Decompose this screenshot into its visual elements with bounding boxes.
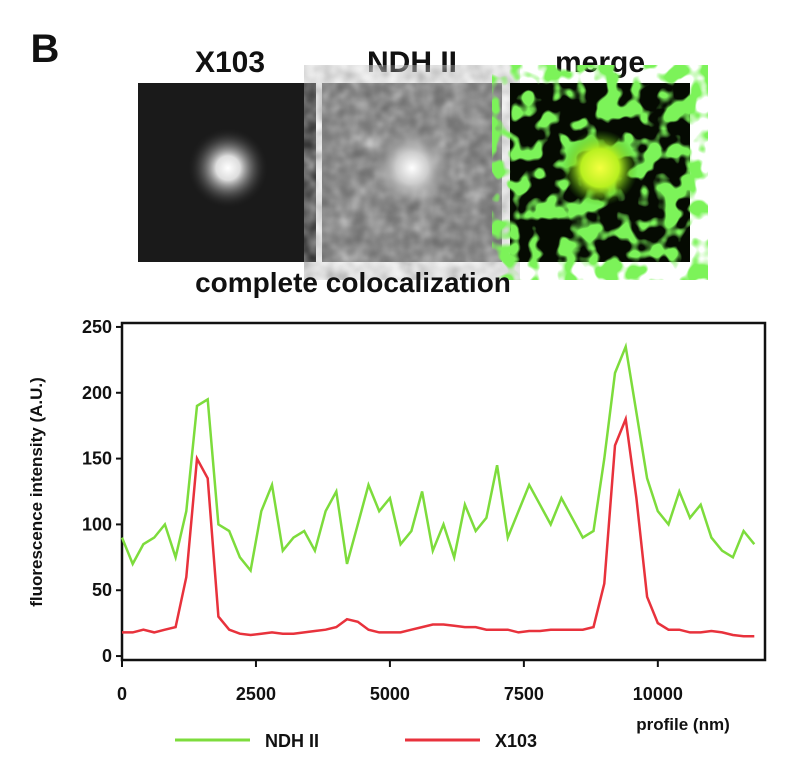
series-line xyxy=(120,342,756,574)
x-axis-label: profile (nm) xyxy=(636,715,730,734)
image-label: NDH II xyxy=(367,46,457,79)
x-tick-label: 0 xyxy=(117,684,127,704)
legend: NDH II X103 xyxy=(175,731,537,751)
panel-label: B xyxy=(31,27,60,71)
y-tick-label: 50 xyxy=(92,580,112,600)
y-tick-label: 150 xyxy=(82,449,112,469)
legend-label: X103 xyxy=(495,731,537,751)
legend-label: NDH II xyxy=(265,731,319,751)
x-tick-label: 5000 xyxy=(370,684,410,704)
image-label: X103 xyxy=(195,46,265,79)
y-tick-label: 200 xyxy=(82,383,112,403)
x-tick-label: 10000 xyxy=(633,684,683,704)
image-label: merge xyxy=(555,46,645,79)
y-tick-label: 100 xyxy=(82,514,112,534)
plot-frame xyxy=(120,321,767,662)
micrograph xyxy=(138,83,316,262)
x-tick-label: 2500 xyxy=(236,684,276,704)
caption: complete colocalization xyxy=(195,267,511,298)
x-tick-label: 7500 xyxy=(504,684,544,704)
y-tick-label: 250 xyxy=(82,317,112,337)
y-tick-label: 0 xyxy=(102,646,112,666)
y-axis-label: fluorescence intensity (A.U.) xyxy=(27,377,46,607)
micrograph xyxy=(510,83,690,262)
micrograph xyxy=(322,83,502,262)
series-line xyxy=(122,414,755,638)
